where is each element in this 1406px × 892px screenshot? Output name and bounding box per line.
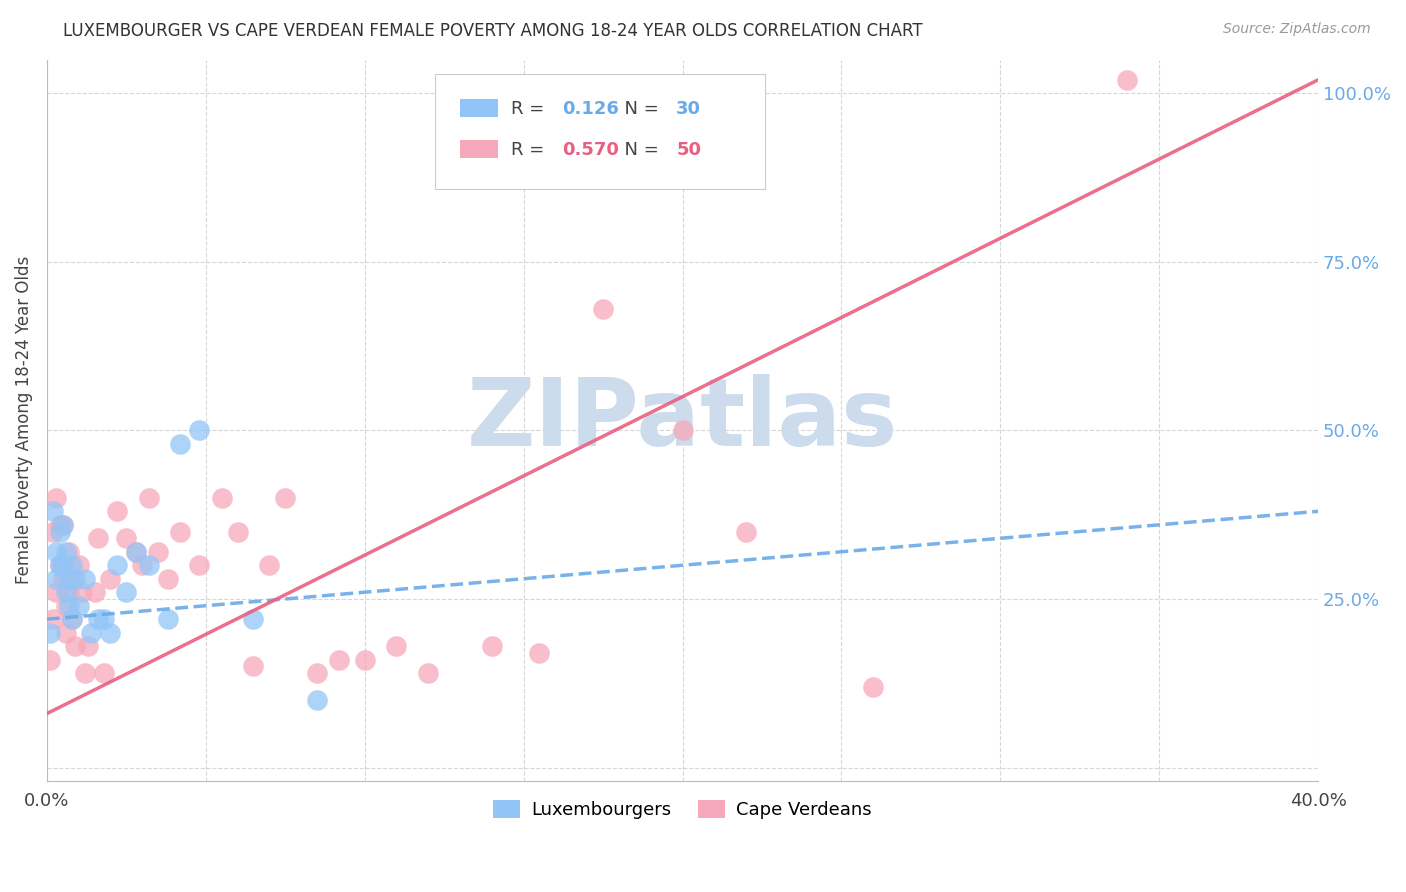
Point [156, 572, 179, 586]
Point [58, 599, 80, 613]
Point [42, 612, 65, 626]
Point [42, 504, 65, 518]
Point [55, 599, 77, 613]
Point [45, 545, 67, 559]
FancyBboxPatch shape [460, 99, 498, 118]
Point [100, 625, 122, 640]
Point [58, 585, 80, 599]
Point [211, 491, 233, 505]
Point [48, 558, 70, 573]
Point [100, 572, 122, 586]
Text: R =: R = [510, 100, 550, 118]
Point [65, 572, 87, 586]
Point [138, 491, 160, 505]
Point [60, 612, 83, 626]
Point [45, 572, 67, 586]
Point [52, 517, 75, 532]
Point [55, 625, 77, 640]
Point [146, 545, 169, 559]
Point [87, 531, 110, 545]
Text: R =: R = [510, 141, 550, 159]
Point [305, 693, 328, 707]
Point [65, 639, 87, 653]
Point [274, 491, 297, 505]
Point [188, 558, 211, 573]
Point [259, 558, 281, 573]
Point [115, 531, 138, 545]
Point [671, 424, 693, 438]
Point [481, 639, 503, 653]
Text: ZIPatlas: ZIPatlas [467, 375, 898, 467]
Point [60, 612, 83, 626]
Text: N =: N = [613, 141, 664, 159]
Point [125, 545, 148, 559]
Point [353, 653, 375, 667]
Point [45, 491, 67, 505]
Point [156, 612, 179, 626]
Point [105, 558, 128, 573]
Point [60, 558, 83, 573]
Point [67, 558, 90, 573]
Point [1116, 72, 1139, 87]
Point [93, 666, 115, 681]
FancyBboxPatch shape [434, 74, 765, 189]
Point [55, 545, 77, 559]
Point [188, 424, 211, 438]
Point [48, 524, 70, 539]
Point [105, 504, 128, 518]
Point [77, 639, 100, 653]
Point [592, 301, 614, 316]
Point [125, 545, 148, 559]
Point [735, 524, 758, 539]
Y-axis label: Female Poverty Among 18-24 Year Olds: Female Poverty Among 18-24 Year Olds [15, 256, 32, 584]
Point [169, 437, 191, 451]
Point [328, 653, 350, 667]
Point [55, 585, 77, 599]
Point [80, 625, 103, 640]
Point [52, 558, 75, 573]
Point [862, 680, 884, 694]
Point [242, 612, 264, 626]
Text: Source: ZipAtlas.com: Source: ZipAtlas.com [1223, 22, 1371, 37]
Point [70, 585, 93, 599]
Text: N =: N = [613, 100, 664, 118]
Point [73, 572, 96, 586]
Point [39, 625, 62, 640]
Point [52, 517, 75, 532]
Point [60, 572, 83, 586]
Point [169, 524, 191, 539]
Point [42, 524, 65, 539]
Point [226, 524, 249, 539]
Point [67, 599, 90, 613]
Point [529, 646, 551, 660]
Point [242, 659, 264, 673]
Point [48, 517, 70, 532]
Point [131, 558, 153, 573]
Point [87, 612, 110, 626]
Point [45, 585, 67, 599]
Point [52, 572, 75, 586]
Point [418, 666, 440, 681]
Point [115, 585, 138, 599]
Point [48, 558, 70, 573]
Point [73, 666, 96, 681]
Text: 30: 30 [676, 100, 702, 118]
Text: 0.126: 0.126 [562, 100, 619, 118]
Point [58, 572, 80, 586]
Point [138, 558, 160, 573]
Point [93, 612, 115, 626]
Text: 0.570: 0.570 [562, 141, 619, 159]
Point [39, 653, 62, 667]
Point [305, 666, 328, 681]
Point [58, 545, 80, 559]
Point [385, 639, 408, 653]
Point [83, 585, 105, 599]
Legend: Luxembourgers, Cape Verdeans: Luxembourgers, Cape Verdeans [486, 792, 879, 826]
Text: LUXEMBOURGER VS CAPE VERDEAN FEMALE POVERTY AMONG 18-24 YEAR OLDS CORRELATION CH: LUXEMBOURGER VS CAPE VERDEAN FEMALE POVE… [63, 22, 922, 40]
FancyBboxPatch shape [460, 140, 498, 159]
Text: 50: 50 [676, 141, 702, 159]
